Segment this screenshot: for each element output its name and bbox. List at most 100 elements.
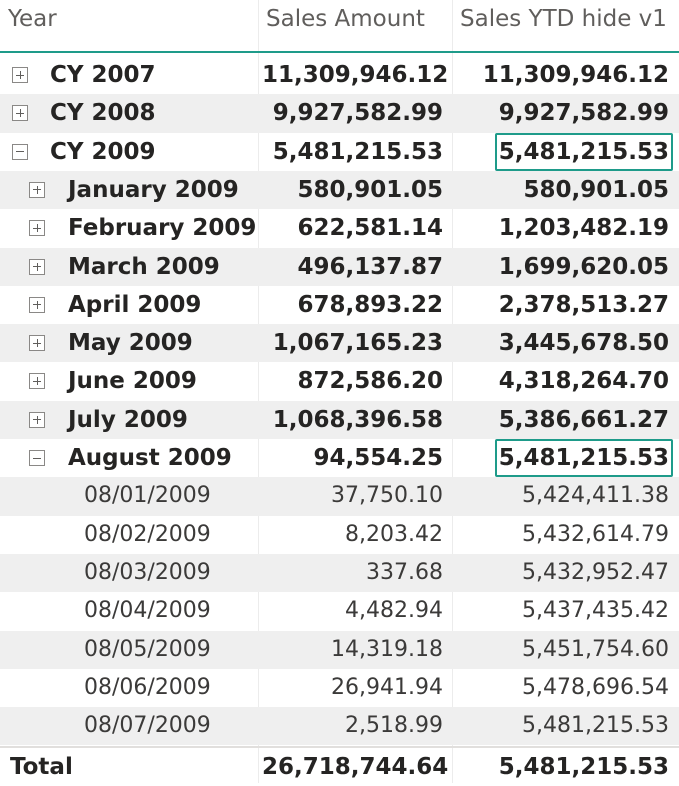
sales-ytd-cell: 11,309,946.12 [482, 62, 669, 88]
sales-ytd-cell: 2,378,513.27 [498, 291, 669, 318]
row-label: CY 2009 [50, 138, 156, 165]
sales-amount-cell: 26,941.94 [331, 674, 443, 700]
row-label: June 2009 [68, 368, 197, 395]
sales-ytd-cell: 4,318,264.70 [498, 368, 669, 395]
sales-ytd-cell: 5,481,215.53 [498, 138, 669, 165]
sales-amount-cell: 4,482.94 [345, 598, 443, 624]
expand-plus-icon[interactable] [12, 67, 28, 83]
date-row: 08/01/2009 37,750.10 5,424,411.38 [0, 477, 679, 516]
row-label: July 2009 [68, 406, 188, 433]
row-header-cell: 08/04/2009 [0, 592, 258, 630]
sales-amount-cell: 11,309,946.12 [262, 62, 449, 88]
row-label: CY 2008 [50, 100, 156, 127]
sales-amount-cell: 337.68 [366, 559, 443, 585]
month-row: June 2009 872,586.20 4,318,264.70 [0, 362, 679, 400]
date-row: 08/05/2009 14,319.18 5,451,754.60 [0, 630, 679, 669]
row-header-cell: CY 2007 [0, 56, 258, 94]
expand-plus-icon[interactable] [29, 220, 45, 237]
row-header-cell: 08/03/2009 [0, 554, 258, 592]
sales-ytd-cell: 1,699,620.05 [498, 253, 669, 280]
expand-plus-icon[interactable] [12, 105, 28, 122]
sales-amount-cell: 37,750.10 [331, 483, 443, 509]
row-label: January 2009 [68, 176, 239, 203]
row-header-cell: CY 2009 [0, 133, 258, 171]
row-header-cell: July 2009 [0, 401, 258, 439]
column-header-sales-amount[interactable]: Sales Amount [266, 6, 425, 32]
month-row: March 2009 496,137.87 1,699,620.05 [0, 247, 679, 286]
sales-amount-cell: 94,554.25 [313, 445, 444, 471]
row-header-cell: February 2009 [0, 209, 258, 247]
row-header-cell: CY 2008 [0, 94, 258, 132]
sales-amount-cell: 872,586.20 [297, 368, 443, 395]
row-header-cell: 08/06/2009 [0, 669, 258, 707]
date-row: 08/06/2009 26,941.94 5,478,696.54 [0, 669, 679, 707]
sales-amount-cell: 1,067,165.23 [272, 330, 443, 357]
sales-amount-cell: 9,927,582.99 [272, 100, 443, 127]
sales-ytd-cell: 5,432,614.79 [522, 521, 669, 547]
row-header-cell: June 2009 [0, 362, 258, 400]
date-row: 08/07/2009 2,518.99 5,481,215.53 [0, 707, 679, 746]
sales-ytd-cell: 5,451,754.60 [522, 636, 669, 662]
expand-plus-icon[interactable] [29, 335, 45, 352]
row-label: February 2009 [68, 215, 257, 242]
row-header-cell: 08/05/2009 [0, 631, 258, 669]
sales-ytd-cell: 9,927,582.99 [498, 100, 669, 127]
row-label: May 2009 [68, 330, 193, 357]
total-label: Total [10, 754, 73, 780]
sales-amount-cell: 580,901.05 [297, 176, 443, 203]
highlight-box [495, 132, 673, 171]
expand-plus-icon[interactable] [29, 373, 45, 390]
row-header-cell: 08/01/2009 [0, 477, 258, 515]
row-label: 08/01/2009 [84, 483, 211, 509]
sales-ytd-cell: 3,445,678.50 [498, 330, 669, 357]
row-label: 08/03/2009 [84, 559, 211, 585]
row-label: 08/05/2009 [84, 636, 211, 662]
month-row: January 2009 580,901.05 580,901.05 [0, 170, 679, 210]
sales-ytd-cell: 1,203,482.19 [498, 215, 669, 242]
row-header-cell: March 2009 [0, 248, 258, 286]
row-label: August 2009 [68, 445, 232, 471]
sales-amount-cell: 678,893.22 [297, 291, 443, 318]
expand-plus-icon[interactable] [29, 411, 45, 428]
date-row: 08/04/2009 4,482.94 5,437,435.42 [0, 592, 679, 630]
column-header-sales-ytd[interactable]: Sales YTD hide v1 [460, 6, 667, 32]
column-separator [452, 0, 453, 783]
sales-ytd-cell: 5,386,661.27 [498, 406, 669, 433]
total-row: Total 26,718,744.64 5,481,215.53 [0, 746, 679, 784]
row-label: CY 2007 [50, 62, 156, 88]
sales-amount-cell: 496,137.87 [297, 253, 443, 280]
row-header-cell: April 2009 [0, 286, 258, 324]
total-sales-ytd: 5,481,215.53 [498, 754, 669, 780]
row-label: March 2009 [68, 253, 220, 280]
month-row: April 2009 678,893.22 2,378,513.27 [0, 286, 679, 324]
row-label: 08/02/2009 [84, 521, 211, 547]
row-label: 08/07/2009 [84, 713, 211, 739]
row-header-cell: May 2009 [0, 324, 258, 362]
expand-plus-icon[interactable] [29, 296, 45, 313]
sales-amount-cell: 8,203.42 [345, 521, 443, 547]
row-label: 08/04/2009 [84, 598, 211, 624]
month-row: July 2009 1,068,396.58 5,386,661.27 [0, 400, 679, 439]
column-header-row: Year Sales Amount Sales YTD hide v1 [0, 0, 679, 53]
sales-amount-cell: 14,319.18 [331, 636, 443, 662]
sales-ytd-cell: 5,424,411.38 [522, 483, 669, 509]
sales-amount-cell: 2,518.99 [345, 713, 443, 739]
month-row: May 2009 1,067,165.23 3,445,678.50 [0, 324, 679, 363]
month-row: February 2009 622,581.14 1,203,482.19 [0, 209, 679, 247]
collapse-minus-icon[interactable] [29, 450, 45, 466]
expand-plus-icon[interactable] [29, 258, 45, 275]
date-row: 08/02/2009 8,203.42 5,432,614.79 [0, 516, 679, 554]
expand-plus-icon[interactable] [29, 181, 45, 198]
sales-amount-cell: 5,481,215.53 [272, 138, 443, 165]
column-header-year[interactable]: Year [8, 6, 57, 32]
row-header-cell: 08/02/2009 [0, 516, 258, 554]
sales-ytd-cell: 5,481,215.53 [522, 713, 669, 739]
month-row: August 2009 94,554.25 5,481,215.53 [0, 439, 679, 477]
year-row: CY 2008 9,927,582.99 9,927,582.99 [0, 94, 679, 133]
highlight-box [495, 439, 673, 477]
sales-ytd-cell: 5,481,215.53 [498, 445, 669, 471]
sales-ytd-cell: 5,437,435.42 [522, 598, 669, 624]
year-row: CY 2009 5,481,215.53 5,481,215.53 [0, 132, 679, 171]
sales-ytd-cell: 5,478,696.54 [522, 674, 669, 700]
collapse-minus-icon[interactable] [12, 143, 28, 160]
